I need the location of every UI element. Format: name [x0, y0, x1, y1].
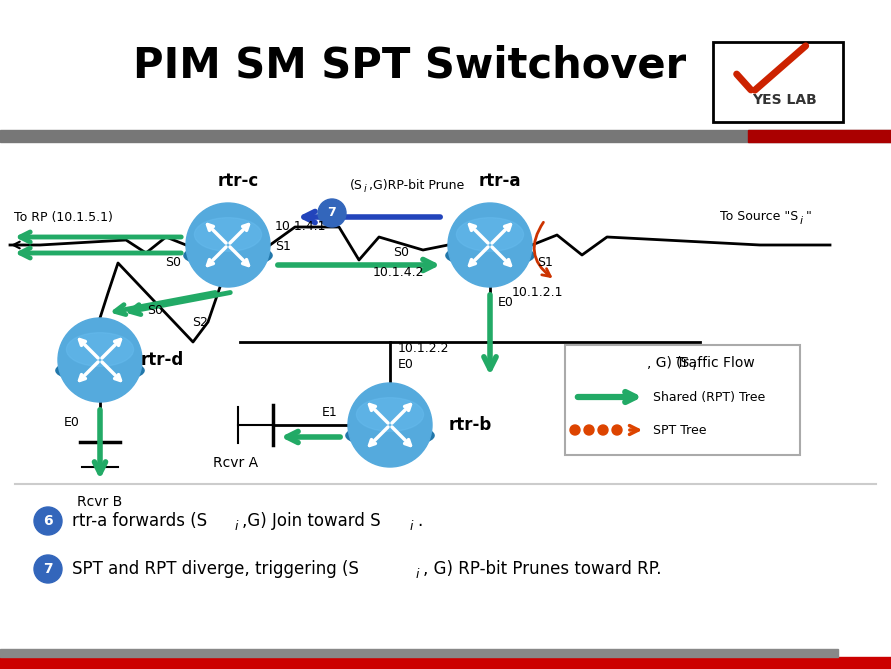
Text: Rcvr A: Rcvr A	[214, 456, 258, 470]
Circle shape	[318, 199, 346, 227]
Text: (S: (S	[675, 356, 690, 370]
Text: 7: 7	[328, 207, 337, 219]
Text: rtr-a forwards (S: rtr-a forwards (S	[72, 512, 207, 530]
Ellipse shape	[56, 359, 144, 382]
Bar	[713, 42, 843, 122]
Text: 6: 6	[43, 514, 53, 528]
Circle shape	[34, 507, 62, 535]
Text: rtr-a: rtr-a	[478, 172, 521, 190]
Text: S1: S1	[275, 240, 290, 254]
Text: rtr-d: rtr-d	[141, 351, 184, 369]
Bar	[0, 130, 891, 142]
Text: 10.1.2.1: 10.1.2.1	[512, 286, 563, 298]
Ellipse shape	[346, 424, 434, 447]
Circle shape	[584, 425, 594, 435]
Text: S0: S0	[147, 304, 163, 316]
Circle shape	[570, 425, 580, 435]
Bar	[0, 0, 891, 130]
Text: rtr-b: rtr-b	[448, 416, 492, 434]
Text: ,G)RP-bit Prune: ,G)RP-bit Prune	[369, 179, 464, 191]
Text: S1: S1	[537, 256, 553, 270]
Text: i: i	[235, 520, 239, 533]
Text: 10.1.2.2: 10.1.2.2	[398, 341, 449, 355]
Text: i: i	[800, 216, 803, 226]
Text: i: i	[416, 567, 420, 581]
Text: i: i	[410, 520, 413, 533]
Ellipse shape	[184, 244, 272, 267]
Bar	[0, 649, 838, 657]
Text: To RP (10.1.5.1): To RP (10.1.5.1)	[14, 211, 113, 223]
Text: YES LAB: YES LAB	[752, 93, 817, 107]
Text: , G) RP-bit Prunes toward RP.: , G) RP-bit Prunes toward RP.	[423, 560, 661, 578]
Text: i: i	[364, 184, 367, 194]
Ellipse shape	[194, 217, 262, 252]
Ellipse shape	[446, 244, 534, 267]
Text: S0: S0	[165, 256, 181, 270]
Circle shape	[58, 318, 142, 402]
Text: Rcvr B: Rcvr B	[78, 495, 123, 509]
Circle shape	[348, 383, 432, 467]
Text: SPT Tree: SPT Tree	[653, 423, 707, 436]
Text: Shared (RPT) Tree: Shared (RPT) Tree	[653, 391, 765, 403]
Text: E0: E0	[398, 359, 414, 371]
Text: To Source "S: To Source "S	[720, 211, 798, 223]
Text: S0: S0	[393, 246, 409, 260]
Ellipse shape	[356, 397, 423, 432]
Text: 7: 7	[43, 562, 53, 576]
Circle shape	[34, 555, 62, 583]
Circle shape	[186, 203, 270, 287]
Text: S2: S2	[192, 316, 208, 328]
Circle shape	[448, 203, 532, 287]
Text: 10.1.4.1: 10.1.4.1	[275, 221, 326, 233]
Bar	[0, 657, 891, 669]
Text: i: i	[693, 362, 696, 372]
Text: ": "	[806, 211, 812, 223]
Text: ,G) Join toward S: ,G) Join toward S	[242, 512, 380, 530]
Circle shape	[598, 425, 608, 435]
Ellipse shape	[456, 217, 524, 252]
Ellipse shape	[67, 332, 134, 367]
Text: .: .	[417, 512, 422, 530]
Text: , G) Traffic Flow: , G) Traffic Flow	[647, 356, 755, 370]
Text: E0: E0	[64, 415, 80, 429]
Text: PIM SM SPT Switchover: PIM SM SPT Switchover	[134, 44, 686, 86]
Text: E0: E0	[498, 296, 514, 308]
Text: SPT and RPT diverge, triggering (S: SPT and RPT diverge, triggering (S	[72, 560, 359, 578]
Bar	[565, 345, 800, 455]
Text: rtr-c: rtr-c	[217, 172, 258, 190]
Text: E1: E1	[323, 407, 338, 419]
Circle shape	[612, 425, 622, 435]
Text: 10.1.4.2: 10.1.4.2	[373, 266, 424, 280]
Bar	[748, 130, 891, 142]
Text: (S: (S	[350, 179, 363, 191]
